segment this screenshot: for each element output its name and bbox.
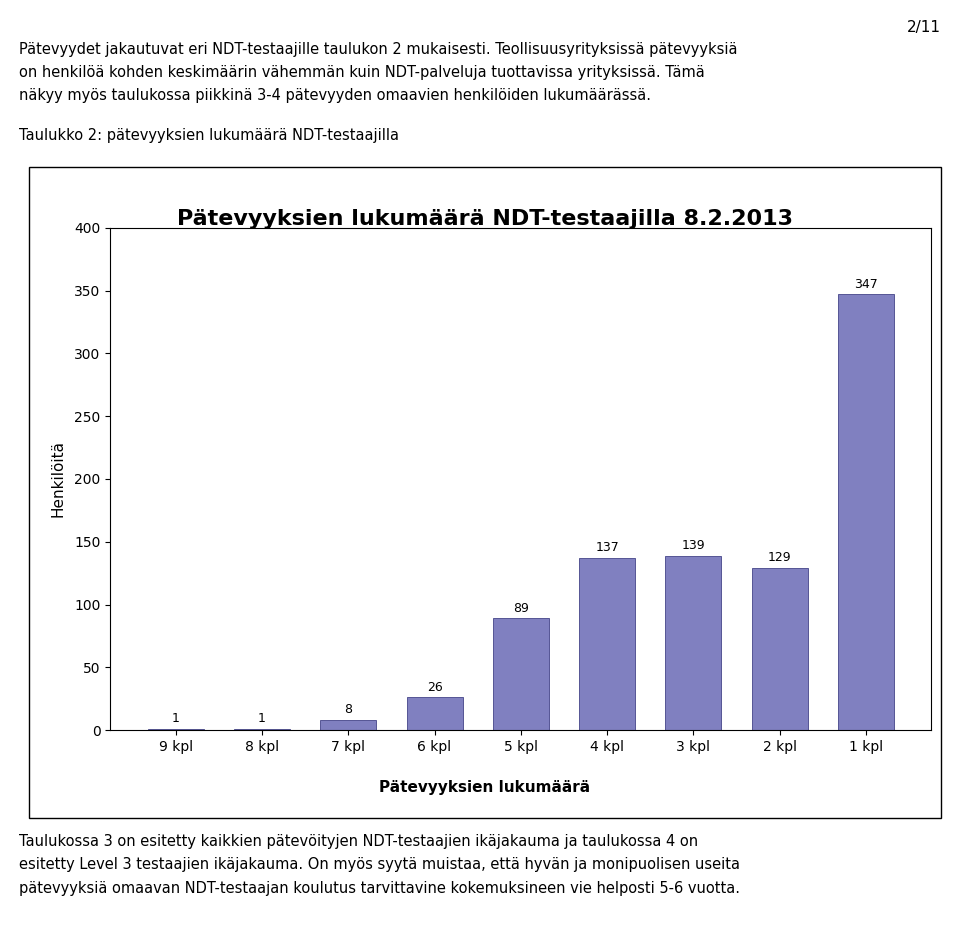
Text: Pätevyyksien lukumäärä: Pätevyyksien lukumäärä: [379, 780, 590, 795]
Bar: [752, 568, 807, 730]
Text: 347: 347: [854, 278, 877, 291]
Bar: [665, 555, 721, 730]
Bar: [148, 729, 204, 730]
Bar: [321, 720, 376, 730]
Text: esitetty Level 3 testaajien ikäjakauma. On myös syytä muistaa, että hyvän ja mon: esitetty Level 3 testaajien ikäjakauma. …: [19, 857, 740, 872]
Text: Taulukossa 3 on esitetty kaikkien pätevöityjen NDT-testaajien ikäjakauma ja taul: Taulukossa 3 on esitetty kaikkien pätevö…: [19, 834, 698, 849]
Text: 8: 8: [345, 703, 352, 716]
Text: 2/11: 2/11: [907, 20, 941, 35]
Y-axis label: Henkilöitä: Henkilöitä: [51, 441, 66, 517]
Text: Taulukko 2: pätevyyksien lukumäärä NDT-testaajilla: Taulukko 2: pätevyyksien lukumäärä NDT-t…: [19, 128, 399, 143]
Bar: [492, 618, 549, 730]
Text: 1: 1: [258, 712, 266, 725]
Text: 137: 137: [595, 541, 619, 554]
Text: 89: 89: [513, 602, 529, 615]
Bar: [406, 698, 463, 730]
Text: näkyy myös taulukossa piikkinä 3-4 pätevyyden omaavien henkilöiden lukumäärässä.: näkyy myös taulukossa piikkinä 3-4 pätev…: [19, 88, 651, 103]
Text: 1: 1: [172, 712, 180, 725]
Bar: [234, 729, 290, 730]
Text: Pätevyydet jakautuvat eri NDT-testaajille taulukon 2 mukaisesti. Teollisuusyrity: Pätevyydet jakautuvat eri NDT-testaajill…: [19, 42, 737, 57]
Text: pätevyyksiä omaavan NDT-testaajan koulutus tarvittavine kokemuksineen vie helpos: pätevyyksiä omaavan NDT-testaajan koulut…: [19, 881, 740, 896]
Text: 129: 129: [768, 551, 791, 565]
Text: 26: 26: [426, 681, 443, 694]
Bar: [838, 295, 894, 730]
Text: on henkilöä kohden keskimäärin vähemmän kuin NDT-palveluja tuottavissa yrityksis: on henkilöä kohden keskimäärin vähemmän …: [19, 65, 705, 80]
Bar: [579, 558, 636, 730]
Text: Pätevyyksien lukumäärä NDT-testaajilla 8.2.2013: Pätevyyksien lukumäärä NDT-testaajilla 8…: [177, 209, 793, 230]
Text: 139: 139: [682, 538, 706, 551]
